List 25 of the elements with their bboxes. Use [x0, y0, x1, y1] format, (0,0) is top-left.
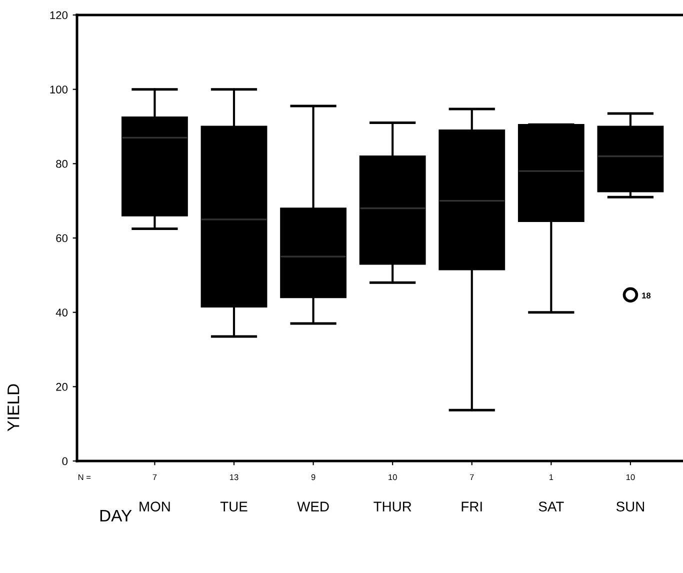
annotation: 18	[642, 292, 651, 298]
y-tick-label: 80	[56, 160, 68, 168]
text: 7	[152, 474, 157, 480]
text: 10	[388, 474, 397, 480]
x-tick-label: TUE	[220, 502, 248, 512]
text: 13	[230, 474, 238, 480]
y-tick-label: 60	[56, 234, 68, 242]
y-axis-title: YIELD	[8, 384, 20, 432]
x-tick-label: MON	[140, 502, 170, 512]
y-tick-label: 20	[56, 382, 68, 391]
text: 10	[626, 474, 635, 480]
x-tick-label: SUN	[616, 502, 644, 512]
x-tick-label: WED	[297, 502, 329, 512]
text: N =	[78, 474, 91, 480]
x-tick-label: FRI	[462, 502, 482, 512]
y-tick-label: 120	[50, 11, 68, 20]
y-tick-label: 0	[62, 457, 68, 466]
x-axis-title: DAY	[100, 510, 132, 522]
x-tick-label: SAT	[538, 502, 564, 512]
text: 1	[549, 474, 554, 480]
x-tick-label: THUR	[374, 502, 412, 512]
y-tick-label: 100	[50, 86, 68, 94]
text: 9	[311, 474, 316, 480]
y-tick-label: 40	[56, 308, 68, 316]
text: 7	[470, 474, 474, 480]
